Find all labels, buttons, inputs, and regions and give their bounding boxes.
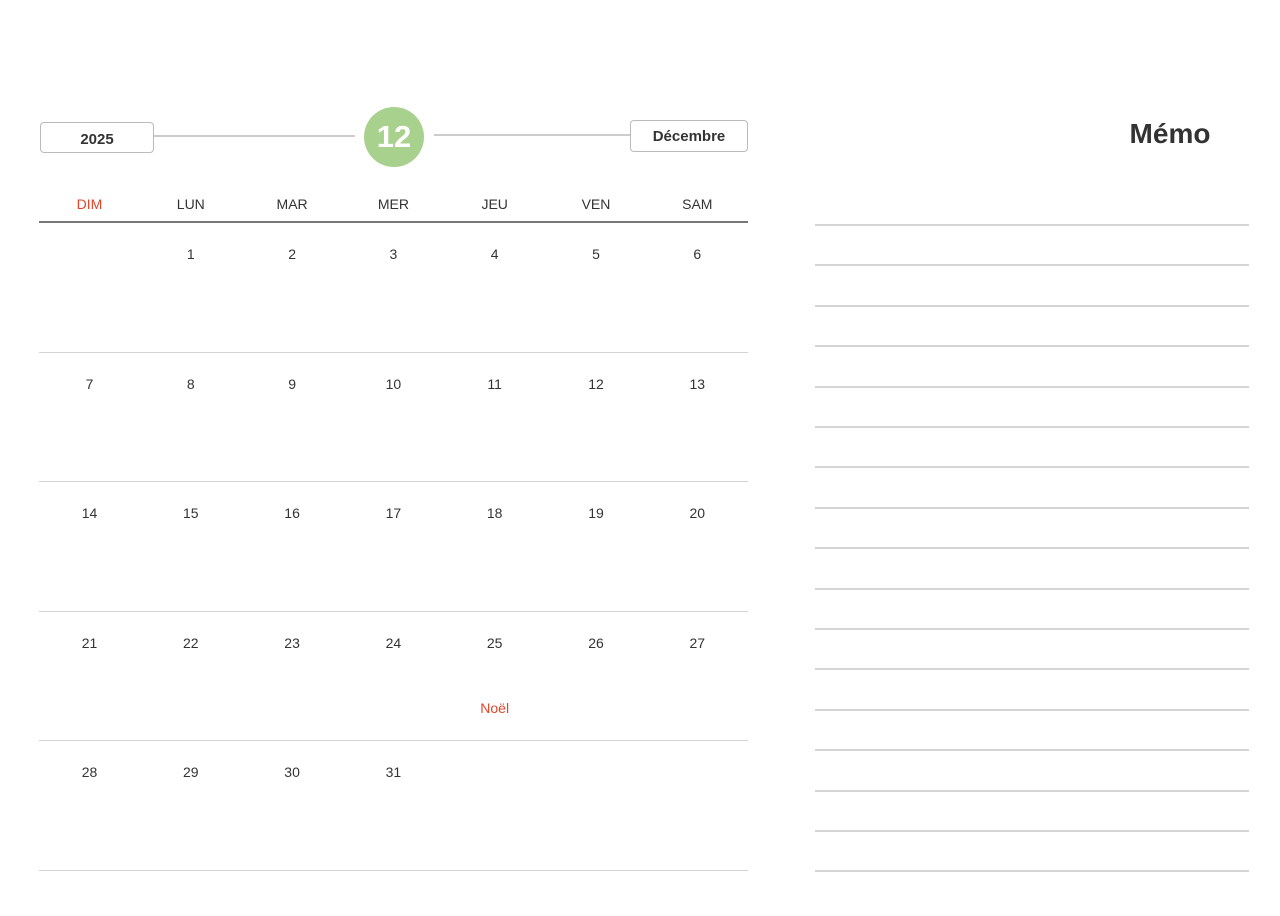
day-cell[interactable]: 20 <box>689 505 706 521</box>
day-cell[interactable]: 3 <box>389 246 398 262</box>
memo-line <box>815 345 1249 348</box>
holiday-label: Noël <box>480 700 510 716</box>
day-cell[interactable]: 31 <box>385 764 402 780</box>
day-cell[interactable]: 10 <box>385 376 402 392</box>
day-cell[interactable]: 19 <box>588 505 604 521</box>
memo-title: Mémo <box>1129 118 1211 149</box>
day-cell[interactable]: 25 <box>486 635 503 651</box>
weekday-jeu: JEU <box>481 196 508 212</box>
header-divider-left <box>154 135 355 137</box>
day-cell[interactable]: 7 <box>85 376 94 392</box>
weekday-mar: MAR <box>276 196 308 212</box>
year-box: 2025 <box>40 122 154 153</box>
memo-line <box>815 466 1249 469</box>
year-label: 2025 <box>80 131 114 148</box>
day-cell[interactable]: 17 <box>385 505 402 521</box>
day-cell[interactable]: 14 <box>81 505 98 521</box>
weekday-ven: VEN <box>581 196 611 212</box>
memo-line <box>815 224 1249 226</box>
month-name-box: Décembre <box>630 120 748 152</box>
memo-line <box>815 547 1249 550</box>
day-cell[interactable]: 5 <box>592 246 600 262</box>
day-cell[interactable]: 1 <box>186 246 195 262</box>
memo-line <box>815 264 1249 267</box>
day-cell[interactable]: 2 <box>288 246 296 262</box>
memo-line <box>815 749 1249 752</box>
day-cell[interactable]: 28 <box>81 764 98 780</box>
month-name: Décembre <box>652 127 726 145</box>
day-cell[interactable]: 12 <box>588 376 604 392</box>
header-divider-right <box>434 134 630 136</box>
month-number-badge: 12 <box>364 107 424 167</box>
memo-line <box>815 426 1249 428</box>
memo-line <box>815 587 1249 590</box>
day-cell[interactable]: 22 <box>183 635 199 651</box>
day-cell[interactable]: 16 <box>284 505 300 521</box>
memo-line <box>815 708 1249 711</box>
memo-line <box>815 668 1249 671</box>
day-cell[interactable]: 13 <box>689 376 706 392</box>
day-cell[interactable]: 24 <box>385 635 402 651</box>
memo-line <box>815 789 1249 792</box>
weekday-sam: SAM <box>682 196 713 212</box>
week-divider <box>39 481 748 482</box>
memo-line <box>815 506 1249 509</box>
weekday-lun: LUN <box>176 196 205 212</box>
day-cell[interactable]: 11 <box>487 376 502 392</box>
header-rule <box>39 221 748 223</box>
day-cell[interactable]: 26 <box>588 635 604 651</box>
week-divider <box>39 611 748 612</box>
memo-line <box>815 385 1249 388</box>
day-cell[interactable]: 21 <box>81 635 98 651</box>
day-cell[interactable]: 18 <box>486 505 503 521</box>
memo-line <box>815 830 1249 832</box>
month-number: 12 <box>376 119 412 154</box>
day-cell[interactable]: 9 <box>288 376 296 392</box>
week-divider <box>39 740 748 741</box>
weekday-dim: DIM <box>76 196 103 212</box>
memo-line <box>815 628 1249 630</box>
day-cell[interactable]: 4 <box>490 246 499 262</box>
memo-line <box>815 870 1249 873</box>
day-cell[interactable]: 23 <box>284 635 300 651</box>
week-divider <box>39 870 748 871</box>
day-cell[interactable]: 15 <box>183 505 199 521</box>
day-cell[interactable]: 29 <box>183 764 199 780</box>
week-divider <box>39 352 748 353</box>
weekday-mer: MER <box>377 196 409 212</box>
day-cell[interactable]: 8 <box>186 376 195 392</box>
memo-line <box>815 304 1249 307</box>
day-cell[interactable]: 27 <box>689 635 706 651</box>
day-cell[interactable]: 6 <box>693 246 702 262</box>
day-cell[interactable]: 30 <box>284 764 300 780</box>
